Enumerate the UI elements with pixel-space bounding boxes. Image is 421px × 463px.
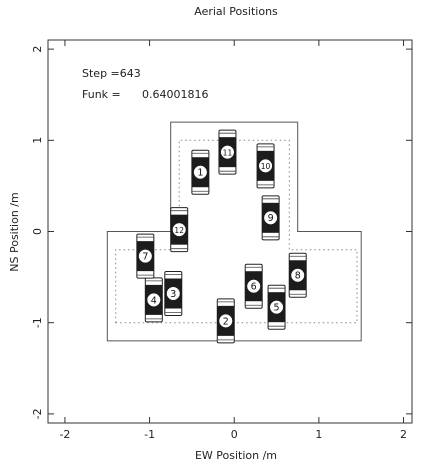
- aerial-4-marker: [147, 293, 161, 307]
- aerial-8-marker: [291, 268, 305, 282]
- aerial-6-label: 6: [251, 282, 257, 293]
- aerial-1-marker: [193, 165, 207, 179]
- y-tick-label: 2: [31, 46, 44, 53]
- funk-value: 0.64001816: [142, 88, 208, 101]
- x-tick-label: -1: [144, 428, 155, 441]
- funk-label: Funk =: [82, 88, 121, 101]
- aerial-3-marker: [166, 286, 180, 301]
- aerial-3-label: 3: [170, 289, 176, 300]
- aerial-11-label: 11: [223, 149, 233, 158]
- outer-boundary: [106, 121, 362, 342]
- aerial-5-marker: [270, 300, 284, 314]
- y-axis-label: NS Position /m: [8, 192, 21, 271]
- aerial-11-marker: [220, 145, 235, 159]
- x-tick-label: 0: [231, 428, 238, 441]
- aerial-9-marker: [264, 211, 278, 225]
- y-tick-label: 0: [31, 228, 44, 235]
- x-tick-label: -2: [59, 428, 70, 441]
- aerial-10-label: 10: [261, 162, 271, 171]
- x-tick-label: 1: [315, 428, 322, 441]
- aerial-7-marker: [138, 249, 152, 263]
- x-tick-label: 2: [400, 428, 407, 441]
- aerial-12-marker: [172, 223, 186, 237]
- aerial-1-label: 1: [197, 168, 203, 179]
- aerial-2-marker: [219, 314, 233, 328]
- aerial-6-marker: [247, 279, 261, 293]
- y-tick-label: 1: [31, 137, 44, 144]
- x-axis-label: EW Position /m: [195, 449, 277, 462]
- aerial-4-label: 4: [151, 295, 157, 306]
- step-annotation: Step =643: [82, 67, 141, 80]
- inner-boundary: [115, 139, 358, 324]
- aerial-9-label: 9: [268, 213, 274, 224]
- aerial-10-marker: [259, 159, 273, 173]
- aerial-5-label: 5: [274, 303, 280, 314]
- chart-title: Aerial Positions: [194, 5, 278, 18]
- aerial-12-label: 12: [174, 226, 184, 235]
- aerial-2-label: 2: [223, 316, 229, 327]
- aerial-8-label: 8: [295, 271, 301, 282]
- aerial-7-label: 7: [142, 252, 148, 263]
- y-tick-label: -1: [31, 317, 44, 328]
- y-tick-label: -2: [31, 408, 44, 419]
